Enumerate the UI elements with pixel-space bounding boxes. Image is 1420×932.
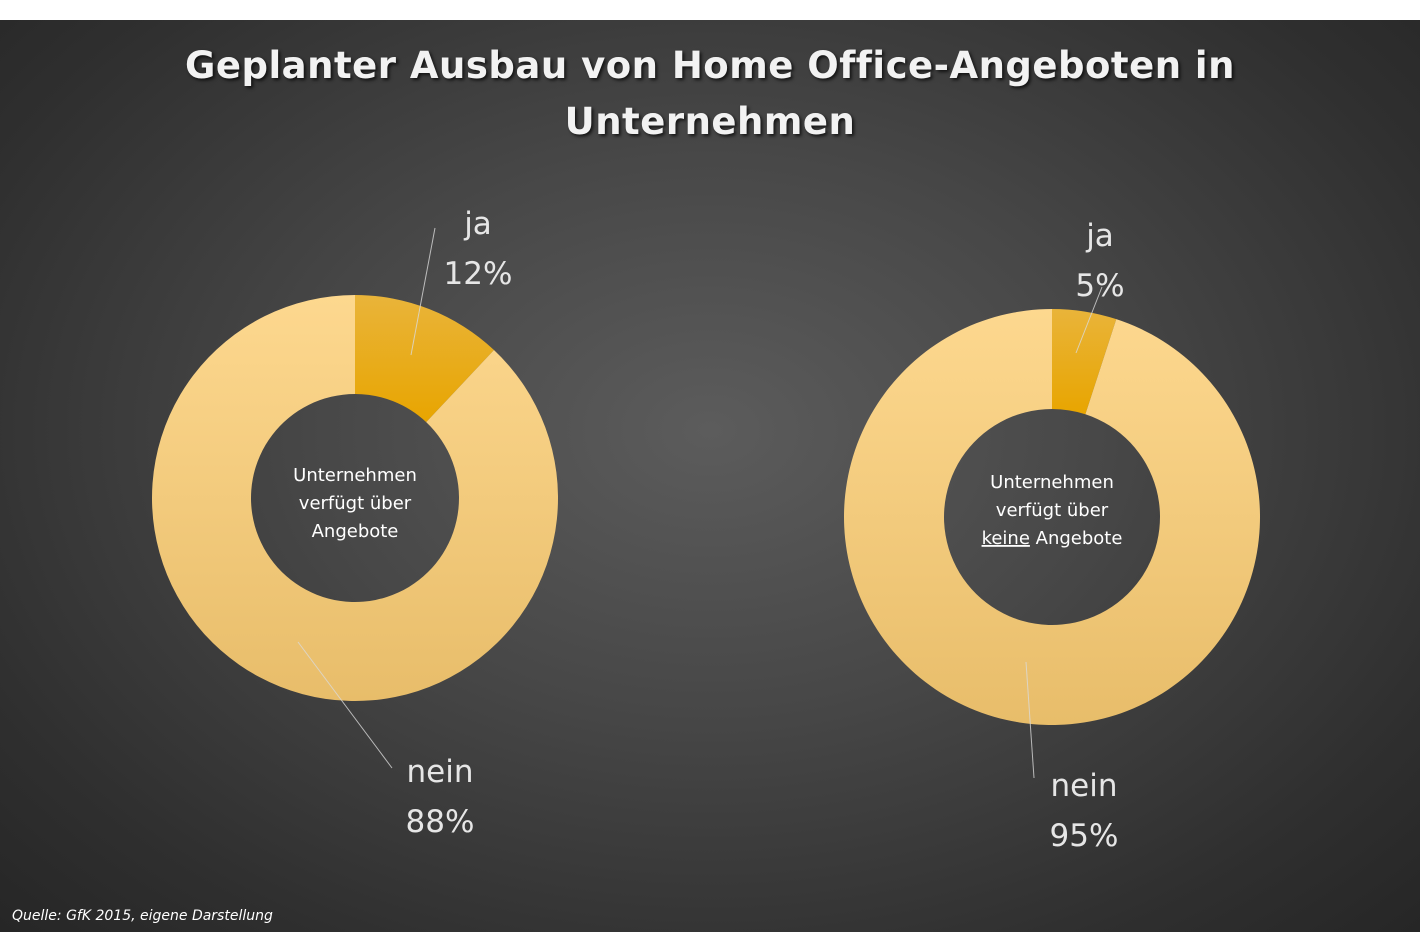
center-label-line-3: Angebote: [312, 521, 399, 542]
chart-title-line-2: Unternehmen: [564, 100, 856, 143]
slice-category-label-ja: ja: [463, 206, 492, 242]
data-label-ja: 12%: [444, 256, 513, 292]
data-label-nein: 95%: [1050, 818, 1119, 854]
center-label-rest: Angebote: [1030, 528, 1123, 549]
center-label-line-2: verfügt über: [996, 500, 1109, 521]
chart-title: Geplanter Ausbau von Home Office-Angebot…: [0, 38, 1420, 150]
data-label-nein: 88%: [406, 804, 475, 840]
leader-line-ja: [410, 227, 436, 356]
slice-category-label-ja: ja: [1085, 218, 1114, 254]
center-label-line-1: Unternehmen: [293, 465, 417, 486]
center-label-line-1: Unternehmen: [990, 472, 1114, 493]
donut-slice-ja: [1052, 309, 1117, 415]
slice-category-label-nein: nein: [1051, 768, 1118, 804]
donut-chart-2: ja 5% nein 95% Unternehmen verfügt über keine …: [844, 218, 1260, 854]
leader-line-nein: [297, 641, 393, 769]
center-label-emphasis: keine: [982, 528, 1030, 549]
center-label-line-2: verfügt über: [299, 493, 412, 514]
slice-category-label-nein: nein: [407, 754, 474, 790]
chart-canvas: Geplanter Ausbau von Home Office-Angebot…: [0, 20, 1420, 932]
source-note: Quelle: GfK 2015, eigene Darstellung: [12, 908, 273, 924]
donut-slice-nein: [844, 309, 1260, 725]
donut-slice-nein: [151, 295, 558, 701]
leader-line-nein: [1025, 661, 1035, 779]
donut-slice-ja: [355, 295, 494, 423]
donut-chart-1: ja 12% nein 88% Unternehmen verfügt über Angeb…: [151, 206, 558, 840]
leader-line-ja: [1075, 286, 1103, 354]
donut-charts: ja 12% nein 88% Unternehmen verfügt über Angeb…: [151, 206, 1260, 854]
data-label-ja: 5%: [1075, 268, 1124, 304]
chart-title-line-1: Geplanter Ausbau von Home Office-Angebot…: [185, 44, 1235, 87]
center-label-line-3: keine Angebote: [982, 528, 1123, 549]
